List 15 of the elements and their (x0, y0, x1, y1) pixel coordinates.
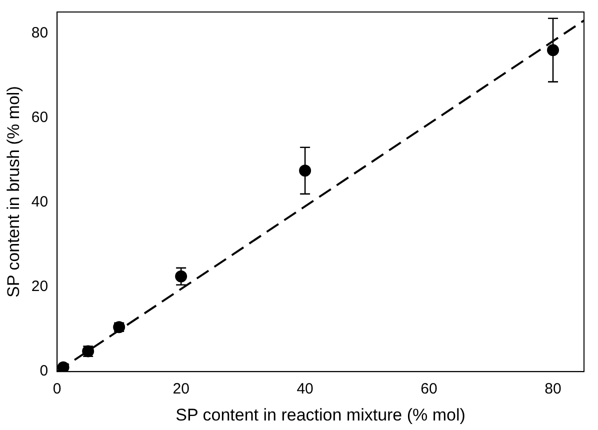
point (175, 270, 188, 282)
y-tick-label: 40 (31, 194, 48, 211)
x-tick-label: 20 (172, 380, 190, 398)
point (547, 44, 560, 56)
x-tick-label: 60 (420, 380, 438, 398)
y-tick-label: 0 (40, 362, 48, 380)
y-tick-label: 60 (31, 108, 48, 126)
x-axis-title: SP content in reaction mixture (% mol) (176, 405, 466, 424)
y-tick-label: 80 (31, 24, 48, 42)
y-tick-label: 20 (31, 278, 48, 296)
point (299, 164, 312, 177)
x-tick-label: 40 (296, 380, 314, 398)
x-tick-label: 80 (544, 380, 562, 398)
x-tick-label: 0 (52, 380, 62, 398)
y-axis-title: SP content in brush (% mol) (4, 86, 23, 298)
